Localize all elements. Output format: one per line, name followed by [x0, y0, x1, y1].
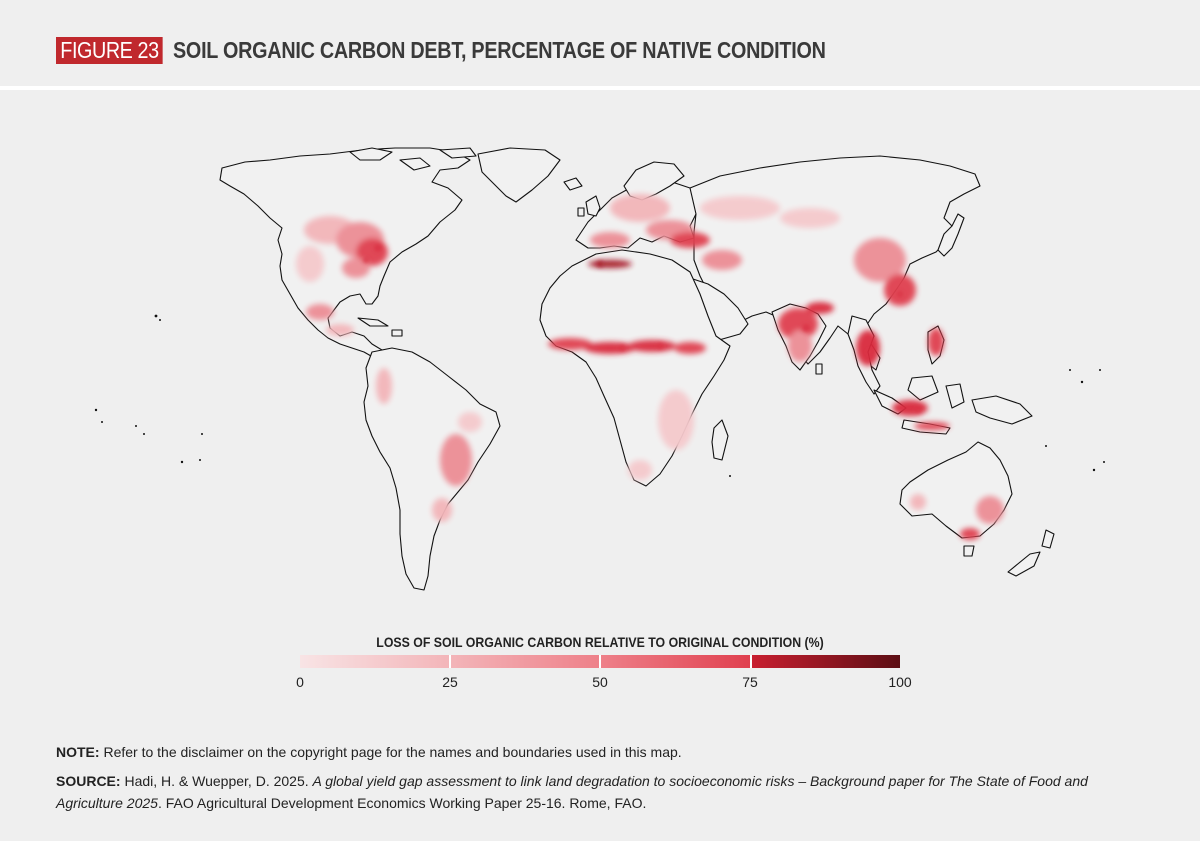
note-text: Refer to the disclaimer on the copyright… [99, 744, 682, 760]
world-map-svg [94, 147, 1105, 591]
world-map [0, 90, 1200, 630]
source-publisher: . FAO Agricultural Development Economics… [157, 795, 647, 811]
legend-segment-75-100 [751, 655, 900, 668]
small-islands [94, 314, 1105, 477]
south-america-landmass [363, 347, 501, 591]
british-isles [577, 195, 601, 217]
legend-segment-50-75 [601, 655, 752, 668]
note-label: NOTE: [56, 744, 100, 760]
source-title: A global yield gap assessment to link la… [56, 773, 1088, 811]
madagascar-island [711, 419, 729, 461]
tasmania-island [963, 545, 975, 557]
header-divider [0, 86, 1200, 90]
japan-islands [937, 213, 965, 257]
figure-header: FIGURE 23 SOIL ORGANIC CARBON DEBT, PERC… [0, 0, 1200, 86]
legend-segment-0-25 [300, 655, 451, 668]
legend-tick-label: 0 [296, 674, 304, 690]
australia-landmass [899, 441, 1013, 539]
greenland-landmass [477, 147, 561, 203]
map-note: NOTE: Refer to the disclaimer on the cop… [56, 744, 682, 760]
caribbean-islands [357, 317, 403, 337]
figure-title: SOIL ORGANIC CARBON DEBT, PERCENTAGE OF … [173, 37, 826, 63]
source-citation: SOURCE: Hadi, H. & Wuepper, D. 2025. A g… [56, 770, 1146, 814]
soil-carbon-loss-hotspots [296, 194, 1004, 540]
source-authors: Hadi, H. & Wuepper, D. 2025. [120, 773, 313, 789]
legend-tick-label: 100 [888, 674, 912, 690]
figure-number-tag: FIGURE 23 [56, 37, 163, 64]
legend-tick-label: 75 [742, 674, 758, 690]
legend-segment-25-50 [450, 655, 601, 668]
iceland-island [563, 177, 583, 191]
source-label: SOURCE: [56, 773, 121, 789]
legend-tick-label: 25 [442, 674, 458, 690]
new-zealand-islands [1007, 529, 1055, 577]
legend-color-scale [300, 655, 900, 668]
arctic-islands [349, 147, 477, 171]
legend-tick-label: 50 [592, 674, 608, 690]
sri-lanka-island [815, 363, 823, 375]
legend-title: LOSS OF SOIL ORGANIC CARBON RELATIVE TO … [376, 634, 824, 650]
